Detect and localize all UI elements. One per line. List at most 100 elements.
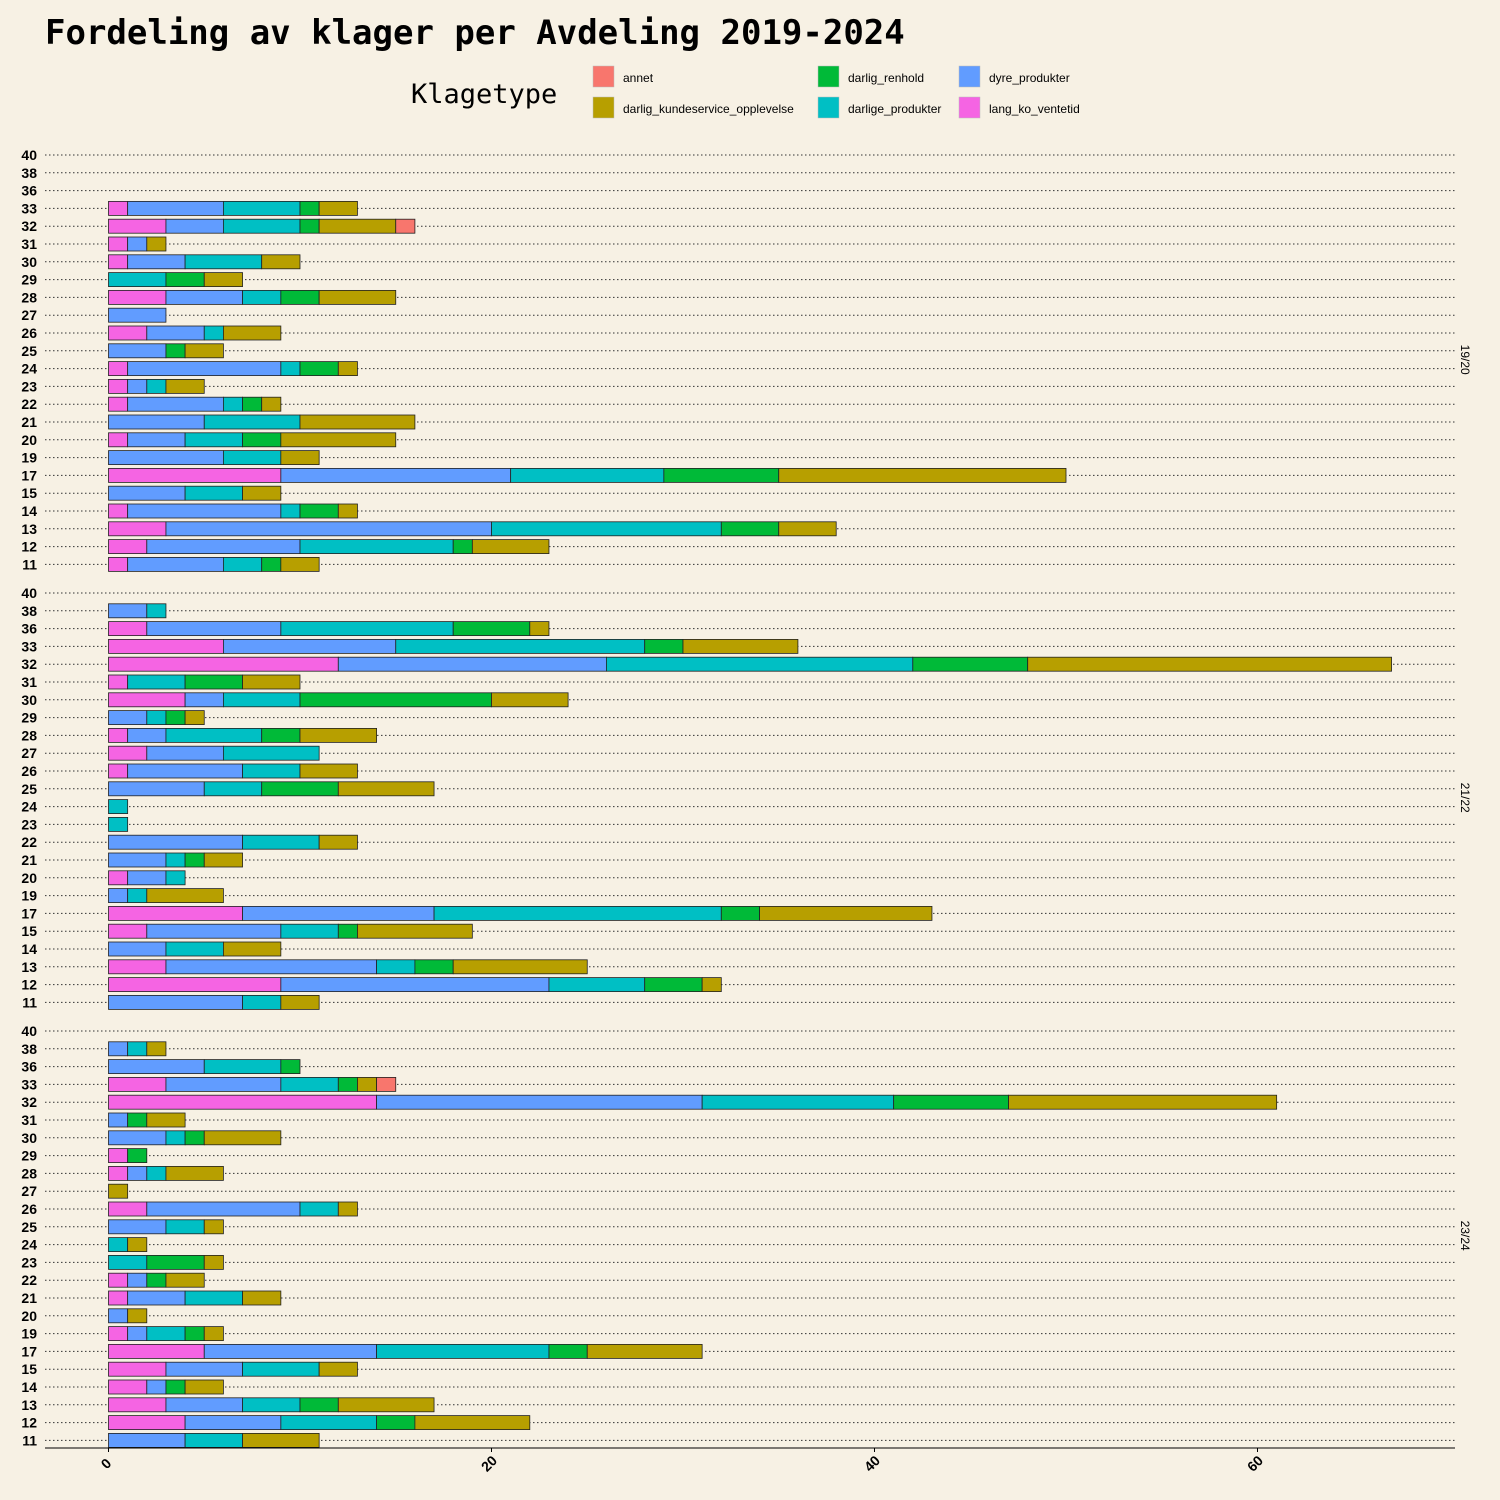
bar-darlig-kundeservice-opplevelse: [318, 834, 358, 850]
legend-key-lang-ko-ventetid: [958, 96, 981, 119]
bar-lang-ko-ventetid: [108, 254, 129, 270]
bar-lang-ko-ventetid: [108, 1397, 167, 1413]
bar-darlige-produkter: [203, 781, 263, 797]
bar-dyre-produkter: [108, 1219, 167, 1235]
y-tick-label: 12: [21, 539, 37, 555]
bar-darlig-kundeservice-opplevelse: [261, 254, 301, 270]
y-tick-label: 32: [21, 656, 37, 672]
bar-darlig-renhold: [337, 923, 358, 939]
y-tick-label: 33: [21, 200, 37, 216]
y-tick-label: 31: [21, 1112, 37, 1128]
panel-strip-label: 19/20: [1458, 345, 1472, 375]
bar-annet: [376, 1077, 397, 1092]
bar-dyre-produkter: [165, 289, 243, 305]
bar-dyre-produkter: [127, 557, 224, 572]
bar-dyre-produkter: [127, 1326, 148, 1341]
bar-dyre-produkter: [337, 656, 607, 672]
y-tick-label: 15: [21, 485, 37, 501]
y-tick-label: 26: [21, 325, 37, 341]
y-tick-label: 36: [21, 621, 37, 637]
legend-key-darlig-kundeservice-opplevelse: [592, 96, 615, 119]
bar-dyre-produkter: [108, 995, 243, 1010]
bar-darlig-renhold: [299, 218, 320, 234]
bar-darlig-kundeservice-opplevelse: [146, 236, 167, 252]
bar-darlige-produkter: [203, 414, 301, 430]
y-tick-label: 27: [21, 307, 37, 323]
y-tick-label: 11: [22, 1432, 37, 1448]
bar-dyre-produkter: [165, 521, 492, 537]
bar-darlig-kundeservice-opplevelse: [337, 781, 435, 797]
y-tick-label: 12: [21, 1415, 37, 1431]
bar-darlig-kundeservice-opplevelse: [184, 710, 205, 725]
bar-dyre-produkter: [146, 325, 205, 341]
y-tick-label: 24: [21, 1237, 37, 1253]
bar-darlig-renhold: [299, 1397, 339, 1413]
y-tick-label: 20: [21, 432, 37, 448]
y-tick-label: 38: [21, 603, 37, 619]
bar-darlige-produkter: [222, 557, 263, 572]
bar-lang-ko-ventetid: [108, 361, 129, 377]
bar-dyre-produkter: [376, 1094, 703, 1110]
y-tick-label: 14: [21, 1379, 37, 1395]
bar-lang-ko-ventetid: [108, 1290, 129, 1306]
bar-darlig-renhold: [261, 781, 339, 797]
bar-darlig-renhold: [548, 1344, 588, 1359]
bar-darlig-renhold: [146, 1255, 205, 1270]
bar-darlige-produkter: [280, 1415, 378, 1430]
bar-darlige-produkter: [165, 870, 186, 886]
y-tick-label: 29: [21, 1148, 37, 1164]
bar-darlig-kundeservice-opplevelse: [165, 1166, 224, 1181]
bar-darlige-produkter: [242, 995, 282, 1010]
bar-darlige-produkter: [127, 674, 186, 690]
bar-darlige-produkter: [280, 503, 301, 519]
bar-lang-ko-ventetid: [108, 1361, 167, 1377]
bar-darlige-produkter: [184, 432, 243, 448]
bar-dyre-produkter: [108, 414, 205, 430]
y-tick-label: 13: [21, 521, 37, 537]
y-tick-label: 22: [21, 1272, 37, 1288]
bar-darlig-kundeservice-opplevelse: [1027, 656, 1392, 672]
bar-lang-ko-ventetid: [108, 621, 148, 636]
bar-darlige-produkter: [280, 621, 454, 636]
bar-darlig-kundeservice-opplevelse: [165, 378, 205, 394]
bar-darlig-kundeservice-opplevelse: [337, 361, 358, 377]
bar-darlig-kundeservice-opplevelse: [280, 995, 320, 1010]
bar-dyre-produkter: [242, 906, 435, 921]
y-tick-label: 40: [21, 585, 37, 601]
y-tick-label: 12: [21, 977, 37, 993]
y-tick-label: 20: [21, 870, 37, 886]
y-tick-label: 33: [21, 1076, 37, 1092]
bar-darlige-produkter: [108, 1255, 148, 1270]
bar-dyre-produkter: [127, 378, 148, 394]
bar-darlig-kundeservice-opplevelse: [318, 218, 397, 234]
y-tick-label: 17: [21, 1343, 37, 1359]
y-tick-label: 23: [21, 1254, 37, 1270]
legend-key-annet: [592, 65, 615, 88]
bar-dyre-produkter: [146, 621, 282, 636]
y-tick-label: 26: [21, 1201, 37, 1217]
bar-darlig-kundeservice-opplevelse: [184, 1379, 224, 1395]
bar-darlig-renhold: [127, 1112, 148, 1128]
bar-lang-ko-ventetid: [108, 236, 129, 252]
bar-darlig-kundeservice-opplevelse: [261, 396, 282, 412]
y-tick-label: 26: [21, 763, 37, 779]
bar-darlige-produkter: [127, 1041, 148, 1057]
y-tick-label: 14: [21, 941, 37, 957]
bar-darlig-kundeservice-opplevelse: [127, 1308, 148, 1324]
y-tick-label: 28: [21, 1165, 37, 1181]
bar-darlige-produkter: [165, 1130, 186, 1146]
bar-darlig-kundeservice-opplevelse: [280, 432, 397, 448]
bar-dyre-produkter: [127, 236, 148, 252]
bar-darlig-kundeservice-opplevelse: [318, 1361, 358, 1377]
bar-darlig-kundeservice-opplevelse: [337, 1201, 358, 1217]
y-tick-label: 23: [21, 816, 37, 832]
bar-dyre-produkter: [108, 485, 186, 501]
y-tick-label: 27: [21, 1183, 37, 1199]
bar-darlige-produkter: [203, 1059, 282, 1074]
bar-dyre-produkter: [108, 1433, 186, 1448]
bar-lang-ko-ventetid: [108, 674, 129, 690]
x-tick-label: 60: [1244, 1452, 1266, 1474]
